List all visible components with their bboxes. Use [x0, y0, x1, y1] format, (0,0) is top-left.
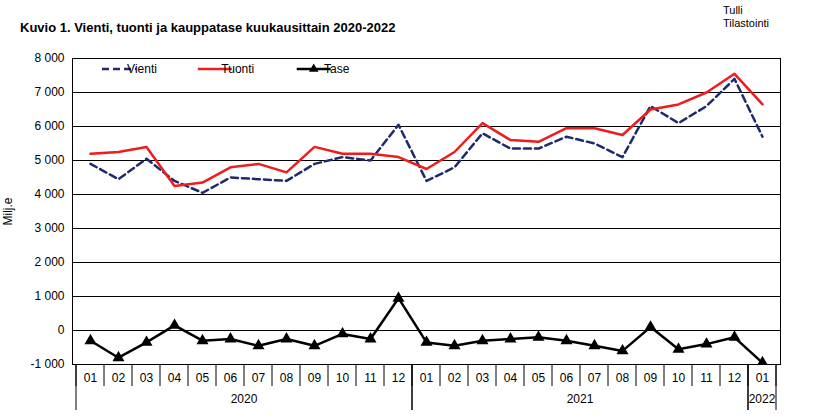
svg-text:10: 10	[336, 371, 350, 385]
html-text:Kuvio 1. Vienti, tuonti ja kau: Kuvio 1. Vienti, tuonti ja kauppatase ku…	[20, 20, 396, 35]
svg-text:0: 0	[58, 323, 65, 337]
svg-text:2020: 2020	[231, 392, 258, 406]
svg-text:2021: 2021	[567, 392, 594, 406]
svg-text:5 000: 5 000	[34, 153, 64, 167]
html-text:Tulli: Tulli	[723, 4, 743, 16]
svg-text:02: 02	[112, 371, 126, 385]
svg-text:4 000: 4 000	[34, 187, 64, 201]
svg-text:08: 08	[280, 371, 294, 385]
svg-text:01: 01	[84, 371, 98, 385]
svg-text:3 000: 3 000	[34, 221, 64, 235]
svg-text:-1 000: -1 000	[30, 357, 64, 371]
svg-text:2022: 2022	[749, 392, 776, 406]
html-text:Tilastointi: Tilastointi	[723, 17, 770, 29]
svg-text:12: 12	[728, 371, 742, 385]
svg-text:04: 04	[504, 371, 518, 385]
svg-text:10: 10	[672, 371, 686, 385]
svg-text:Vienti: Vienti	[127, 62, 157, 76]
svg-text:Tuonti: Tuonti	[221, 62, 254, 76]
svg-text:03: 03	[476, 371, 490, 385]
svg-text:06: 06	[224, 371, 238, 385]
svg-text:02: 02	[448, 371, 462, 385]
svg-text:7 000: 7 000	[34, 85, 64, 99]
svg-text:12: 12	[392, 371, 406, 385]
svg-text:8 000: 8 000	[34, 51, 64, 65]
svg-text:Milj.e: Milj.e	[1, 197, 15, 225]
svg-text:03: 03	[140, 371, 154, 385]
svg-text:11: 11	[700, 371, 713, 385]
svg-text:05: 05	[196, 371, 210, 385]
svg-text:05: 05	[532, 371, 546, 385]
svg-text:09: 09	[308, 371, 322, 385]
svg-text:09: 09	[644, 371, 658, 385]
svg-text:08: 08	[616, 371, 630, 385]
svg-text:01: 01	[756, 371, 770, 385]
svg-text:07: 07	[588, 371, 602, 385]
svg-text:1 000: 1 000	[34, 289, 64, 303]
svg-text:01: 01	[420, 371, 434, 385]
svg-text:Tase: Tase	[324, 62, 350, 76]
svg-text:6 000: 6 000	[34, 119, 64, 133]
svg-text:06: 06	[560, 371, 574, 385]
svg-text:11: 11	[364, 371, 377, 385]
svg-text:2 000: 2 000	[34, 255, 64, 269]
svg-text:04: 04	[168, 371, 182, 385]
svg-text:07: 07	[252, 371, 266, 385]
